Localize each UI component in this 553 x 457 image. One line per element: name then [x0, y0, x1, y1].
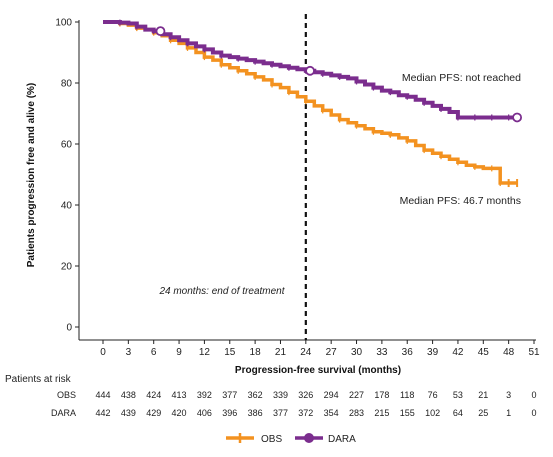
x-tick-label: 51: [528, 347, 540, 358]
x-tick-label: 27: [326, 347, 338, 358]
risk-value-obs: 118: [400, 390, 414, 400]
risk-value-dara: 429: [146, 408, 161, 418]
x-tick-label: 21: [275, 347, 287, 358]
risk-value-obs: 53: [453, 390, 463, 400]
x-tick-label: 42: [452, 347, 464, 358]
x-axis-title: Progression-free survival (months): [235, 365, 401, 376]
risk-value-obs: 326: [298, 390, 313, 400]
y-tick-label: 40: [61, 201, 73, 212]
risk-value-obs: 377: [222, 390, 237, 400]
risk-row-label-obs: OBS: [57, 390, 76, 400]
risk-value-dara: 386: [248, 408, 263, 418]
x-tick-label: 12: [199, 347, 211, 358]
series-line-obs: [103, 20, 518, 185]
risk-value-dara: 215: [374, 408, 389, 418]
risk-value-obs: 227: [349, 390, 364, 400]
risk-row-label-dara: DARA: [51, 408, 76, 418]
risk-value-obs: 21: [478, 390, 488, 400]
x-tick-label: 18: [250, 347, 262, 358]
risk-value-dara: 406: [197, 408, 212, 418]
y-tick-label: 20: [61, 262, 73, 273]
y-tick-label: 0: [66, 323, 72, 334]
series-marker-dara: [155, 26, 166, 37]
risk-value-obs: 3: [506, 390, 511, 400]
risk-table-header: Patients at risk: [5, 374, 72, 385]
risk-value-obs: 178: [374, 390, 389, 400]
risk-value-dara: 283: [349, 408, 364, 418]
x-tick-label: 48: [503, 347, 515, 358]
risk-value-obs: 0: [531, 390, 536, 400]
risk-value-dara: 439: [121, 408, 136, 418]
x-tick-label: 6: [151, 347, 157, 358]
risk-value-dara: 102: [425, 408, 440, 418]
risk-value-obs: 413: [172, 390, 187, 400]
risk-value-dara: 377: [273, 408, 288, 418]
legend-marker-dara: [304, 433, 314, 443]
risk-value-obs: 438: [121, 390, 136, 400]
risk-value-dara: 64: [453, 408, 463, 418]
risk-value-obs: 339: [273, 390, 288, 400]
risk-value-dara: 155: [400, 408, 415, 418]
x-tick-label: 39: [427, 347, 439, 358]
risk-value-obs: 424: [146, 390, 161, 400]
risk-value-obs: 294: [324, 390, 339, 400]
x-tick-label: 3: [126, 347, 132, 358]
x-tick-label: 15: [224, 347, 236, 358]
x-tick-label: 33: [376, 347, 388, 358]
legend-label-obs: OBS: [261, 434, 282, 445]
risk-value-dara: 442: [95, 408, 110, 418]
risk-value-obs: 76: [428, 390, 438, 400]
y-tick-label: 80: [61, 79, 73, 90]
risk-value-obs: 362: [248, 390, 263, 400]
risk-value-dara: 354: [324, 408, 339, 418]
annotation-median-dara: Median PFS: not reached: [402, 72, 521, 84]
risk-value-dara: 420: [172, 408, 187, 418]
y-tick-label: 100: [55, 18, 72, 29]
risk-value-dara: 1: [506, 408, 511, 418]
x-tick-label: 36: [402, 347, 414, 358]
x-tick-label: 45: [478, 347, 490, 358]
risk-value-dara: 396: [222, 408, 237, 418]
legend-label-dara: DARA: [328, 434, 356, 445]
series-marker-dara: [305, 65, 315, 76]
risk-value-dara: 0: [531, 408, 536, 418]
annotation-median-obs: Median PFS: 46.7 months: [400, 195, 521, 207]
series-line-dara: [103, 20, 518, 120]
x-tick-label: 9: [176, 347, 182, 358]
risk-value-dara: 25: [478, 408, 488, 418]
risk-value-dara: 372: [298, 408, 313, 418]
risk-value-obs: 444: [95, 390, 110, 400]
annotation-end-of-treatment: 24 months: end of treatment: [158, 286, 285, 297]
series-marker-dara: [512, 112, 522, 123]
y-tick-label: 60: [61, 140, 73, 151]
risk-value-obs: 392: [197, 390, 212, 400]
x-tick-label: 0: [100, 347, 106, 358]
x-tick-label: 30: [351, 347, 363, 358]
x-tick-label: 24: [300, 347, 312, 358]
y-axis-title: Patients progression free and alive (%): [26, 83, 37, 268]
